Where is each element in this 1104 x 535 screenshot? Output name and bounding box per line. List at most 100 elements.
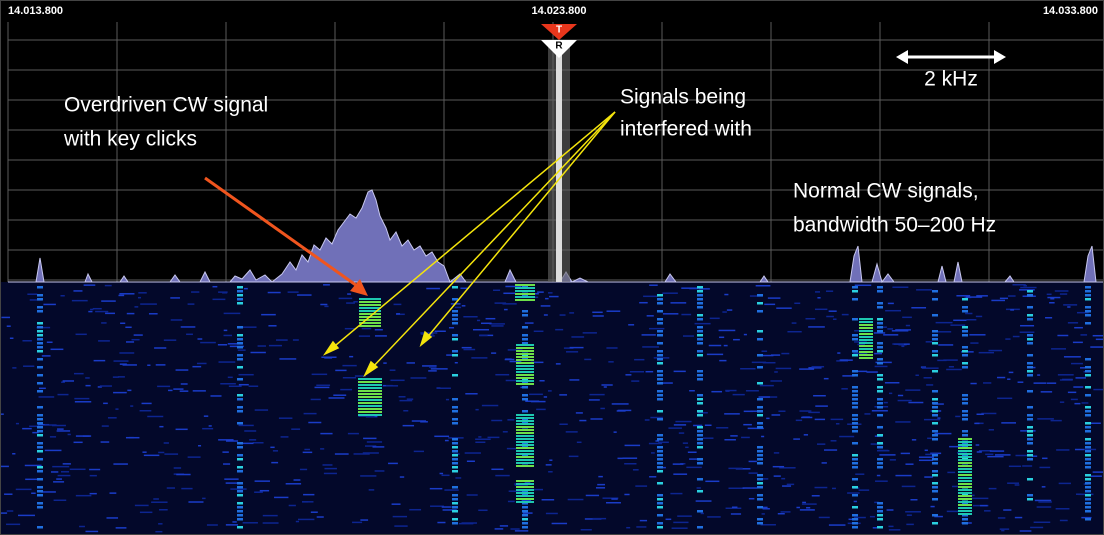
waterfall-noise bbox=[884, 402, 888, 404]
waterfall-noise bbox=[362, 328, 371, 330]
waterfall-noise bbox=[1073, 386, 1083, 388]
waterfall-signal bbox=[516, 441, 534, 443]
waterfall-noise bbox=[158, 452, 164, 454]
waterfall-signal bbox=[958, 489, 972, 491]
waterfall-signal bbox=[516, 350, 534, 352]
waterfall-noise bbox=[263, 515, 278, 517]
waterfall-noise bbox=[394, 304, 402, 306]
waterfall-noise bbox=[254, 491, 263, 493]
waterfall-noise bbox=[1045, 317, 1052, 319]
waterfall-noise bbox=[639, 302, 648, 304]
waterfall-noise bbox=[815, 419, 825, 421]
waterfall-noise bbox=[831, 419, 844, 421]
waterfall-noise bbox=[874, 353, 882, 355]
waterfall-noise bbox=[581, 529, 592, 531]
waterfall-trace bbox=[877, 434, 883, 437]
waterfall-noise bbox=[936, 322, 953, 324]
waterfall-noise bbox=[888, 526, 893, 528]
waterfall-noise bbox=[548, 292, 553, 294]
waterfall-trace bbox=[657, 454, 663, 457]
waterfall-trace bbox=[1027, 414, 1033, 417]
waterfall-noise bbox=[888, 303, 894, 305]
waterfall-noise bbox=[674, 424, 686, 426]
waterfall-noise bbox=[1096, 339, 1104, 341]
waterfall-trace bbox=[237, 454, 243, 457]
waterfall-noise bbox=[829, 524, 846, 526]
waterfall-signal bbox=[516, 347, 534, 349]
waterfall-trace bbox=[877, 378, 883, 381]
waterfall-noise bbox=[864, 413, 870, 415]
waterfall-noise bbox=[1037, 418, 1054, 420]
waterfall-noise bbox=[725, 390, 736, 392]
waterfall-noise bbox=[938, 344, 953, 346]
waterfall-trace bbox=[1085, 310, 1091, 313]
waterfall-trace bbox=[37, 430, 43, 433]
waterfall-noise bbox=[360, 519, 368, 521]
waterfall-trace bbox=[697, 326, 703, 329]
waterfall-noise bbox=[45, 424, 57, 426]
waterfall-noise bbox=[491, 469, 503, 471]
waterfall-noise bbox=[763, 508, 770, 510]
waterfall-noise bbox=[833, 318, 837, 320]
waterfall-signal bbox=[958, 501, 972, 503]
waterfall-noise bbox=[681, 314, 691, 316]
waterfall-noise bbox=[549, 296, 559, 298]
waterfall-noise bbox=[335, 453, 349, 455]
waterfall-noise bbox=[232, 521, 236, 523]
waterfall-noise bbox=[875, 480, 888, 482]
waterfall-noise bbox=[589, 399, 600, 401]
waterfall-signal bbox=[516, 465, 534, 467]
waterfall-noise bbox=[771, 414, 780, 416]
waterfall-noise bbox=[635, 485, 647, 487]
waterfall-signal bbox=[958, 495, 972, 497]
waterfall-trace bbox=[757, 474, 763, 477]
waterfall-trace bbox=[1085, 370, 1091, 373]
waterfall-signal bbox=[359, 304, 381, 306]
waterfall-noise bbox=[491, 352, 496, 354]
waterfall-trace bbox=[757, 454, 763, 457]
waterfall-noise bbox=[394, 525, 407, 527]
waterfall-noise bbox=[980, 505, 988, 507]
waterfall-noise bbox=[781, 478, 785, 480]
waterfall-noise bbox=[1009, 466, 1021, 468]
waterfall-noise bbox=[774, 475, 781, 477]
waterfall-noise bbox=[924, 476, 933, 478]
waterfall-trace bbox=[237, 294, 243, 297]
waterfall-noise bbox=[916, 289, 932, 291]
waterfall-signal bbox=[358, 384, 382, 386]
waterfall-noise bbox=[1059, 483, 1071, 485]
waterfall-signal bbox=[516, 423, 534, 425]
waterfall-noise bbox=[1015, 455, 1027, 457]
waterfall-trace bbox=[657, 438, 663, 441]
waterfall-trace bbox=[1085, 410, 1091, 413]
waterfall-trace bbox=[932, 486, 938, 489]
waterfall-noise bbox=[925, 450, 928, 452]
waterfall-noise bbox=[181, 383, 188, 385]
waterfall-noise bbox=[987, 456, 1003, 458]
waterfall-noise bbox=[1030, 527, 1043, 529]
waterfall-trace bbox=[1027, 362, 1033, 365]
waterfall-noise bbox=[192, 366, 201, 368]
waterfall-noise bbox=[569, 312, 574, 314]
waterfall-noise bbox=[444, 489, 458, 491]
waterfall-trace bbox=[522, 518, 528, 521]
waterfall-trace bbox=[697, 402, 703, 405]
waterfall-noise bbox=[261, 314, 276, 316]
waterfall-noise bbox=[741, 437, 750, 439]
waterfall-trace bbox=[962, 354, 968, 357]
waterfall-noise bbox=[688, 451, 697, 453]
waterfall-trace bbox=[37, 342, 43, 345]
waterfall-noise bbox=[885, 310, 901, 312]
waterfall-signal bbox=[958, 462, 972, 464]
waterfall-trace bbox=[37, 330, 43, 333]
waterfall-noise bbox=[624, 463, 636, 465]
waterfall-noise bbox=[813, 395, 826, 397]
waterfall-noise bbox=[1020, 331, 1035, 333]
waterfall-noise bbox=[164, 453, 178, 455]
waterfall-trace bbox=[452, 486, 458, 489]
waterfall-noise bbox=[1020, 325, 1034, 327]
waterfall-noise bbox=[947, 472, 955, 474]
waterfall-noise bbox=[593, 315, 604, 317]
waterfall-noise bbox=[50, 436, 56, 438]
waterfall-noise bbox=[435, 331, 446, 333]
